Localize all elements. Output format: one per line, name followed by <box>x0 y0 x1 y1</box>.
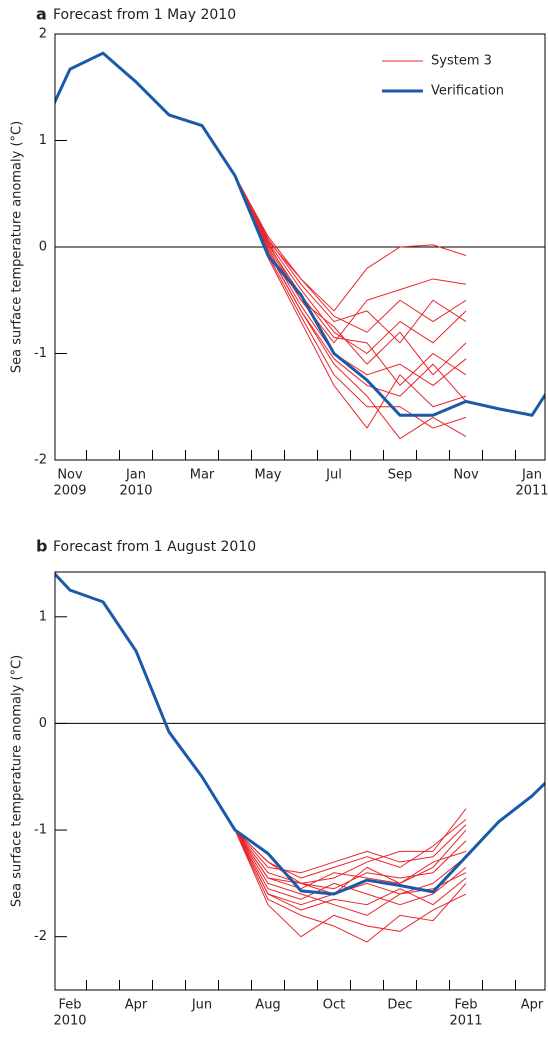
x-tick-label: Sep <box>388 468 413 483</box>
y-tick-label: 0 <box>39 716 47 731</box>
y-tick-label: 1 <box>39 609 47 624</box>
series-line <box>55 51 545 417</box>
ensemble-line <box>234 829 467 890</box>
panel-label: b <box>36 537 47 556</box>
ensemble-line <box>234 175 467 354</box>
y-tick-label: 2 <box>39 27 47 42</box>
ensemble-line <box>234 829 467 895</box>
ensemble-line <box>234 175 467 429</box>
ensemble-line <box>234 175 467 312</box>
plot-frame <box>54 33 546 461</box>
ensemble-line <box>234 824 467 874</box>
x-tick-label: Nov <box>453 468 479 483</box>
ensemble-line <box>234 175 467 440</box>
ensemble-line <box>234 829 467 911</box>
x-year-label: 2011 <box>515 484 548 499</box>
series-line <box>55 572 545 896</box>
chart-title: Forecast from 1 May 2010 <box>53 7 236 23</box>
x-tick-label: Dec <box>387 998 412 1013</box>
y-axis-label: Sea surface temperature anomaly (°C) <box>10 121 25 373</box>
ensemble-line <box>234 175 467 344</box>
plot-area <box>55 51 545 440</box>
legend-label: Verification <box>431 84 504 99</box>
x-tick-label: May <box>255 468 282 483</box>
panel-label: a <box>36 5 47 24</box>
x-tick-label: Feb <box>454 998 477 1013</box>
ensemble-line <box>234 829 467 943</box>
x-tick-label: Jul <box>325 468 342 483</box>
y-tick-label: 1 <box>39 133 47 148</box>
x-year-label: 2011 <box>449 1014 482 1029</box>
x-tick-label: Apr <box>521 998 544 1013</box>
y-tick-label: -1 <box>34 346 47 361</box>
x-tick-label: Jun <box>191 998 212 1013</box>
x-tick-label: Jan <box>521 468 542 483</box>
y-tick-label: -2 <box>34 929 47 944</box>
ensemble-line <box>234 175 467 429</box>
panel: a Forecast from 1 May 2010 Sea surface tem… <box>10 5 548 499</box>
legend: System 3 Verification <box>382 54 504 99</box>
ensemble-line <box>234 175 467 386</box>
ensemble-line <box>234 175 467 386</box>
legend-label: System 3 <box>431 54 492 69</box>
x-tick-label: Apr <box>125 998 148 1013</box>
x-tick-label: Feb <box>58 998 81 1013</box>
x-tick-label: Oct <box>323 998 345 1013</box>
y-tick-label: -1 <box>34 823 47 838</box>
ensemble-line <box>234 829 467 938</box>
ensemble-line <box>234 829 467 890</box>
x-tick-label: Mar <box>190 468 215 483</box>
x-tick-label: Nov <box>57 468 83 483</box>
x-year-label: 2010 <box>119 484 152 499</box>
x-year-label: 2009 <box>53 484 86 499</box>
ensemble-line <box>234 175 467 376</box>
plot-area <box>55 572 545 943</box>
ensemble-line <box>234 175 467 344</box>
plot-frame <box>54 571 546 991</box>
x-year-label: 2010 <box>53 1014 86 1029</box>
x-tick-label: Aug <box>255 998 280 1013</box>
ensemble-line <box>234 175 467 333</box>
ensemble-line <box>234 818 467 879</box>
chart-title: Forecast from 1 August 2010 <box>53 539 256 555</box>
x-tick-label: Jan <box>125 468 146 483</box>
y-tick-label: -2 <box>34 453 47 468</box>
y-axis-label: Sea surface temperature anomaly (°C) <box>10 655 25 907</box>
panel: b Forecast from 1 August 2010 Sea surface … <box>10 537 546 1029</box>
y-tick-label: 0 <box>39 240 47 255</box>
ensemble-line <box>234 808 467 884</box>
